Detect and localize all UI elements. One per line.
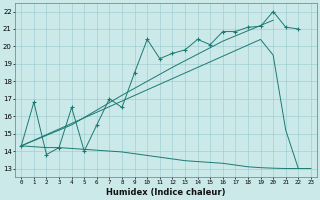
X-axis label: Humidex (Indice chaleur): Humidex (Indice chaleur) — [106, 188, 226, 197]
